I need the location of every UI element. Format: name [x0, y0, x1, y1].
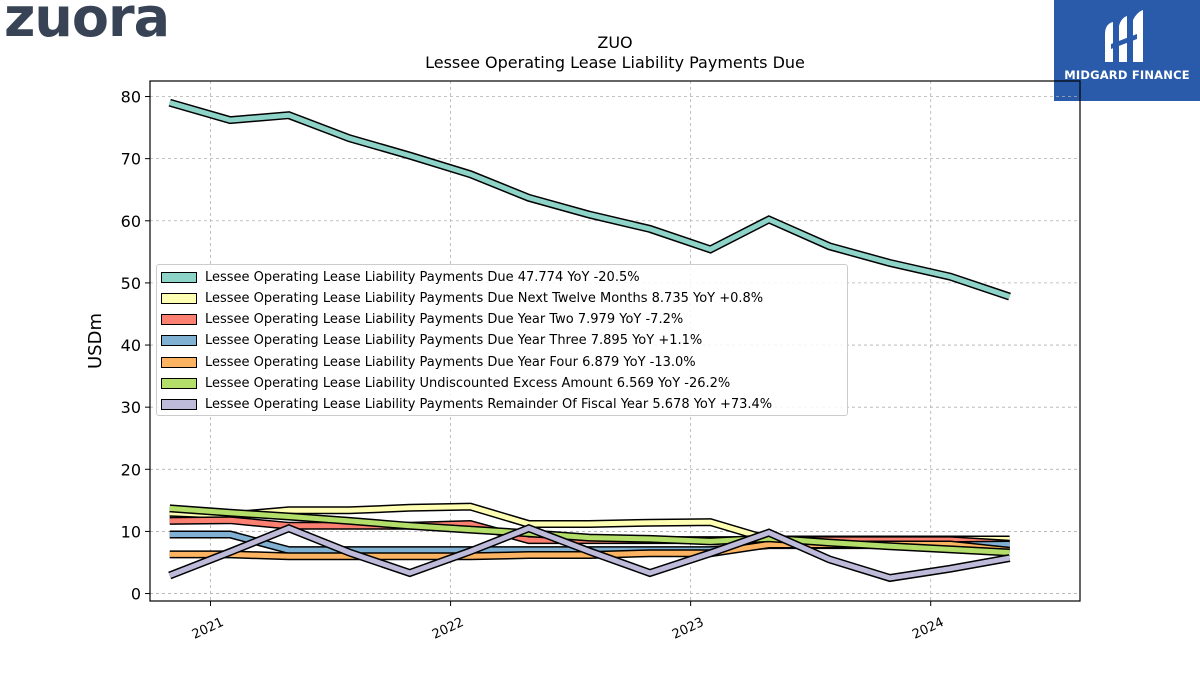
legend-swatch	[161, 292, 197, 304]
y-tick-label: 20	[121, 460, 141, 479]
y-tick-label: 80	[121, 88, 141, 107]
legend-swatch	[161, 314, 197, 326]
legend-swatch	[161, 399, 197, 411]
series-line-6	[168, 525, 1011, 581]
legend-swatch	[161, 335, 197, 347]
y-tick-label: 40	[121, 336, 141, 355]
chart-title: ZUO	[597, 33, 633, 52]
x-tick-label: 2024	[910, 615, 946, 643]
midgard-finance-badge: MIDGARD FINANCE	[1054, 0, 1200, 101]
legend-label: Lessee Operating Lease Liability Payment…	[205, 354, 696, 370]
y-tick-label: 30	[121, 398, 141, 417]
plot-frame	[149, 80, 1081, 602]
legend-entry: Lessee Operating Lease Liability Payment…	[161, 267, 640, 287]
chart-legend: Lessee Operating Lease Liability Payment…	[156, 264, 848, 416]
y-tick-label: 50	[121, 274, 141, 293]
x-tick-label: 2023	[670, 615, 706, 643]
legend-swatch	[161, 378, 197, 389]
midgard-logo-icon	[1105, 10, 1143, 62]
badge-label: MIDGARD FINANCE	[1064, 68, 1190, 82]
legend-entry: Lessee Operating Lease Liability Payment…	[161, 288, 763, 308]
legend-swatch	[161, 271, 197, 283]
series-line-0	[169, 100, 1011, 299]
legend-label: Lessee Operating Lease Liability Payment…	[205, 397, 773, 413]
legend-entry: Lessee Operating Lease Liability Payment…	[161, 352, 696, 372]
chart-subtitle: Lessee Operating Lease Liability Payment…	[425, 53, 805, 72]
legend-label: Lessee Operating Lease Liability Payment…	[205, 312, 684, 328]
y-tick-label: 60	[121, 212, 141, 231]
y-tick-label: 70	[121, 150, 141, 169]
legend-swatch	[161, 356, 197, 368]
legend-label: Lessee Operating Lease Liability Payment…	[205, 290, 764, 306]
zuora-logo: zuora	[4, 0, 170, 49]
legend-label: Lessee Operating Lease Liability Undisco…	[205, 376, 731, 391]
legend-label: Lessee Operating Lease Liability Payment…	[205, 269, 640, 285]
legend-entry: Lessee Operating Lease Liability Undisco…	[161, 374, 730, 394]
x-tick-label: 2022	[430, 615, 466, 643]
legend-entry: Lessee Operating Lease Liability Payment…	[161, 331, 702, 351]
legend-entry: Lessee Operating Lease Liability Payment…	[161, 310, 683, 330]
legend-label: Lessee Operating Lease Liability Payment…	[205, 333, 703, 349]
y-tick-label: 0	[131, 585, 141, 604]
y-axis-label: USDm	[85, 313, 106, 369]
legend-entry: Lessee Operating Lease Liability Payment…	[161, 395, 772, 415]
x-tick-label: 2021	[190, 615, 226, 643]
series-line-5	[169, 505, 1010, 555]
y-tick-label: 10	[121, 522, 141, 541]
